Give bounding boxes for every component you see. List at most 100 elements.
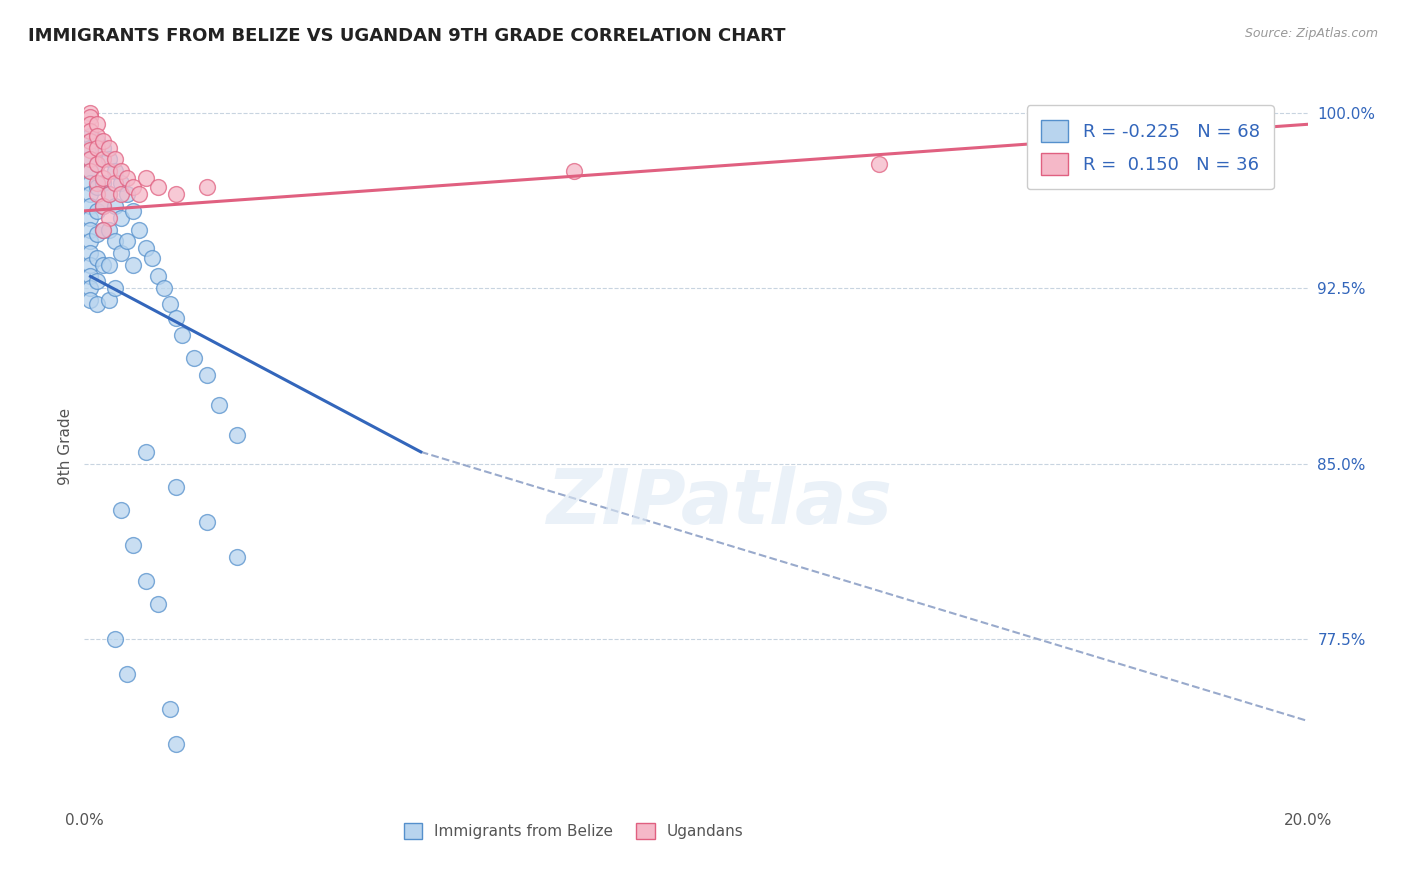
Point bbox=[110, 503, 132, 517]
Point bbox=[104, 164, 127, 178]
Point bbox=[79, 128, 101, 143]
Point bbox=[159, 297, 181, 311]
Y-axis label: 9th Grade: 9th Grade bbox=[58, 408, 73, 484]
Point bbox=[79, 110, 101, 124]
Point bbox=[208, 398, 231, 412]
Point bbox=[115, 187, 138, 202]
Point bbox=[91, 258, 114, 272]
Point bbox=[79, 281, 101, 295]
Point bbox=[86, 117, 108, 131]
Text: ZIPatlas: ZIPatlas bbox=[547, 467, 893, 540]
Point bbox=[91, 222, 114, 236]
Legend: Immigrants from Belize, Ugandans: Immigrants from Belize, Ugandans bbox=[398, 817, 749, 845]
Point bbox=[91, 153, 114, 167]
Point bbox=[115, 667, 138, 681]
Point bbox=[195, 368, 218, 382]
Point bbox=[135, 574, 157, 588]
Point bbox=[110, 164, 132, 178]
Point bbox=[86, 251, 108, 265]
Point bbox=[104, 632, 127, 646]
Point bbox=[97, 187, 120, 202]
Point bbox=[141, 251, 163, 265]
Point bbox=[122, 258, 145, 272]
Point bbox=[91, 199, 114, 213]
Point bbox=[79, 164, 101, 178]
Point bbox=[562, 164, 585, 178]
Point bbox=[97, 222, 120, 236]
Point bbox=[110, 176, 132, 190]
Point bbox=[79, 124, 101, 138]
Point bbox=[86, 227, 108, 242]
Point bbox=[165, 187, 187, 202]
Point bbox=[86, 187, 108, 202]
Point bbox=[79, 105, 101, 120]
Point bbox=[110, 246, 132, 260]
Point bbox=[79, 134, 101, 148]
Point bbox=[146, 180, 169, 194]
Point bbox=[110, 187, 132, 202]
Point bbox=[86, 176, 108, 190]
Point bbox=[146, 597, 169, 611]
Point bbox=[128, 187, 150, 202]
Point bbox=[146, 269, 169, 284]
Point bbox=[135, 171, 157, 186]
Point bbox=[104, 281, 127, 295]
Point bbox=[79, 222, 101, 236]
Point bbox=[135, 241, 157, 255]
Point bbox=[79, 141, 101, 155]
Point bbox=[79, 269, 101, 284]
Point bbox=[226, 550, 249, 565]
Point bbox=[183, 351, 205, 366]
Point bbox=[91, 176, 114, 190]
Point bbox=[172, 327, 194, 342]
Point bbox=[226, 428, 249, 442]
Point bbox=[165, 480, 187, 494]
Point bbox=[135, 445, 157, 459]
Point bbox=[79, 187, 101, 202]
Point bbox=[79, 143, 101, 157]
Point bbox=[869, 157, 891, 171]
Point bbox=[153, 281, 176, 295]
Point bbox=[79, 153, 101, 167]
Point bbox=[122, 203, 145, 218]
Point bbox=[86, 128, 108, 143]
Point bbox=[97, 187, 120, 202]
Point bbox=[86, 274, 108, 288]
Text: IMMIGRANTS FROM BELIZE VS UGANDAN 9TH GRADE CORRELATION CHART: IMMIGRANTS FROM BELIZE VS UGANDAN 9TH GR… bbox=[28, 27, 786, 45]
Point bbox=[79, 234, 101, 248]
Point bbox=[79, 293, 101, 307]
Point bbox=[159, 702, 181, 716]
Point bbox=[79, 246, 101, 260]
Point bbox=[86, 134, 108, 148]
Point bbox=[104, 153, 127, 167]
Point bbox=[79, 199, 101, 213]
Point bbox=[86, 297, 108, 311]
Text: Source: ZipAtlas.com: Source: ZipAtlas.com bbox=[1244, 27, 1378, 40]
Point bbox=[115, 234, 138, 248]
Point bbox=[104, 176, 127, 190]
Point bbox=[104, 234, 127, 248]
Point bbox=[79, 164, 101, 178]
Point bbox=[165, 311, 187, 326]
Point bbox=[97, 153, 120, 167]
Point bbox=[165, 737, 187, 751]
Point bbox=[79, 258, 101, 272]
Point bbox=[91, 141, 114, 155]
Point bbox=[110, 211, 132, 225]
Point bbox=[91, 171, 114, 186]
Point bbox=[91, 222, 114, 236]
Point bbox=[97, 164, 120, 178]
Point bbox=[86, 203, 108, 218]
Point bbox=[104, 199, 127, 213]
Point bbox=[97, 258, 120, 272]
Point bbox=[97, 141, 120, 155]
Point bbox=[195, 515, 218, 529]
Point bbox=[128, 222, 150, 236]
Point bbox=[122, 180, 145, 194]
Point bbox=[86, 157, 108, 171]
Point bbox=[195, 180, 218, 194]
Point bbox=[122, 538, 145, 552]
Point bbox=[86, 157, 108, 171]
Point bbox=[115, 171, 138, 186]
Point bbox=[91, 199, 114, 213]
